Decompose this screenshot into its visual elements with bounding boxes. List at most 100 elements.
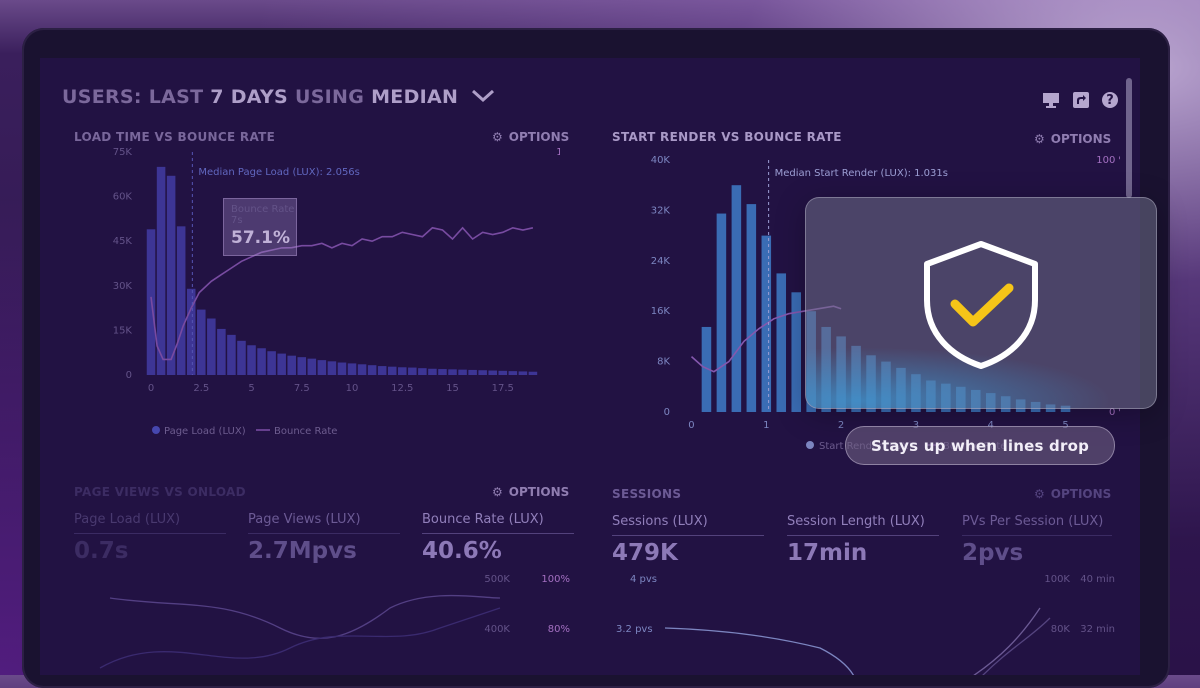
bar: [438, 369, 447, 375]
gear-icon: ⚙: [492, 130, 503, 144]
y-axis-tick: 40K: [651, 155, 671, 166]
y-axis-tick: 16K: [651, 306, 671, 317]
gear-icon: ⚙: [1034, 487, 1045, 501]
series-line: [982, 617, 1051, 675]
dashboard-title[interactable]: USERS: LAST 7 DAYS USING MEDIAN: [62, 86, 495, 108]
status-card: [805, 197, 1157, 409]
y-axis-tick: 24K: [651, 256, 671, 267]
options-label: OPTIONS: [508, 485, 570, 499]
options-label: OPTIONS: [1050, 132, 1112, 146]
bar: [488, 370, 497, 375]
axis-tick: 40 min: [1080, 574, 1115, 585]
bar: [166, 175, 176, 375]
metric-divider: [962, 535, 1112, 536]
metric-label: Page Views (LUX): [248, 512, 361, 527]
page-views-chart: 500K 400K 100% 80%: [99, 574, 570, 669]
axis-tick: 80K: [1051, 624, 1071, 635]
metric-label: Bounce Rate (LUX): [422, 512, 544, 527]
bar: [186, 288, 196, 375]
y-axis-tick: 75K: [113, 148, 133, 158]
help-icon[interactable]: ?: [1102, 92, 1118, 108]
tooltip-sub: 7s: [231, 215, 243, 226]
median-annotation: Median Page Load (LUX): 2.056s: [198, 167, 360, 178]
bar: [791, 292, 801, 412]
axis-tick: 4 pvs: [630, 574, 657, 585]
x-axis-tick: 4: [988, 420, 994, 431]
axis-tick: 500K: [484, 574, 510, 585]
load-time-options-button[interactable]: ⚙ OPTIONS: [492, 130, 569, 144]
bar: [347, 363, 357, 375]
y-axis-tick-right: 100 %: [556, 148, 560, 158]
title-prefix: USERS: LAST: [62, 86, 204, 108]
bar: [468, 369, 477, 375]
bounce-rate-line: [150, 226, 534, 361]
y-axis-tick: 60K: [113, 192, 133, 203]
chevron-down-icon[interactable]: [471, 89, 495, 103]
options-label: OPTIONS: [1050, 487, 1112, 501]
panel-title-start-render: START RENDER VS BOUNCE RATE: [612, 130, 842, 144]
y-axis-tick: 30K: [113, 281, 133, 292]
bar: [327, 361, 337, 375]
bar: [418, 368, 427, 375]
x-axis-tick: 12.5: [391, 383, 413, 394]
title-days: 7 DAYS: [210, 86, 289, 108]
start-render-options-button[interactable]: ⚙ OPTIONS: [1034, 132, 1111, 146]
metric-label: PVs Per Session (LUX): [962, 514, 1104, 529]
share-icon[interactable]: [1072, 92, 1090, 108]
bar: [207, 318, 216, 375]
y-axis-tick-right: 0 %: [1109, 407, 1120, 418]
bar: [528, 371, 538, 375]
axis-tick: 100%: [541, 574, 570, 585]
x-axis-tick: 10: [346, 383, 359, 394]
bar: [317, 360, 327, 375]
bar: [297, 357, 307, 375]
status-caption: Stays up when lines drop: [845, 426, 1115, 465]
y-axis-tick: 32K: [651, 205, 671, 216]
axis-tick: 32 min: [1080, 624, 1115, 635]
bar: [337, 362, 347, 375]
bar: [257, 348, 266, 375]
metric-value: 2pvs: [962, 540, 1024, 566]
tooltip-value: 57.1%: [231, 228, 290, 248]
metric-value: 40.6%: [422, 538, 502, 564]
metric-label: Sessions (LUX): [612, 514, 708, 529]
bar: [478, 370, 487, 375]
y-axis-tick: 45K: [113, 236, 133, 247]
scrollbar[interactable]: [1126, 78, 1132, 198]
gear-icon: ⚙: [1034, 132, 1045, 146]
bar: [357, 364, 367, 375]
top-icon-bar: ?: [1042, 92, 1118, 108]
page-views-options-button[interactable]: ⚙ OPTIONS: [492, 485, 569, 499]
y-axis-tick: 0: [126, 370, 132, 381]
title-median: MEDIAN: [371, 86, 459, 108]
options-label: OPTIONS: [508, 130, 570, 144]
bounce-rate-tooltip: Bounce Rate 7s 57.1%: [223, 198, 297, 256]
bar: [776, 273, 787, 412]
bar: [237, 340, 246, 375]
legend-swatch-bar: [806, 441, 814, 449]
x-axis-tick: 5: [248, 383, 254, 394]
metric-divider: [787, 535, 939, 536]
gear-icon: ⚙: [492, 485, 503, 499]
sessions-chart: 4 pvs 3.2 pvs 100K 80K 40 min 32 min: [616, 574, 1115, 675]
axis-tick: 3.2 pvs: [616, 624, 653, 635]
bar: [176, 226, 186, 375]
metric-divider: [422, 533, 574, 534]
axis-tick: 400K: [484, 624, 510, 635]
x-axis-tick: 17.5: [492, 383, 514, 394]
metric-value: 17min: [787, 540, 868, 566]
bar: [197, 309, 206, 375]
bar: [398, 367, 407, 375]
title-using: USING: [294, 86, 365, 108]
sessions-options-button[interactable]: ⚙ OPTIONS: [1034, 487, 1111, 501]
metric-value: 479K: [612, 540, 678, 566]
y-axis-tick-right: 100 %: [1096, 155, 1120, 166]
bar: [746, 204, 757, 412]
bar: [277, 353, 286, 375]
bar: [217, 328, 226, 375]
legend-label: Bounce Rate: [274, 426, 337, 437]
bar: [458, 369, 467, 375]
metric-divider: [612, 535, 764, 536]
bar: [428, 368, 437, 375]
monitor-icon[interactable]: [1042, 92, 1060, 108]
